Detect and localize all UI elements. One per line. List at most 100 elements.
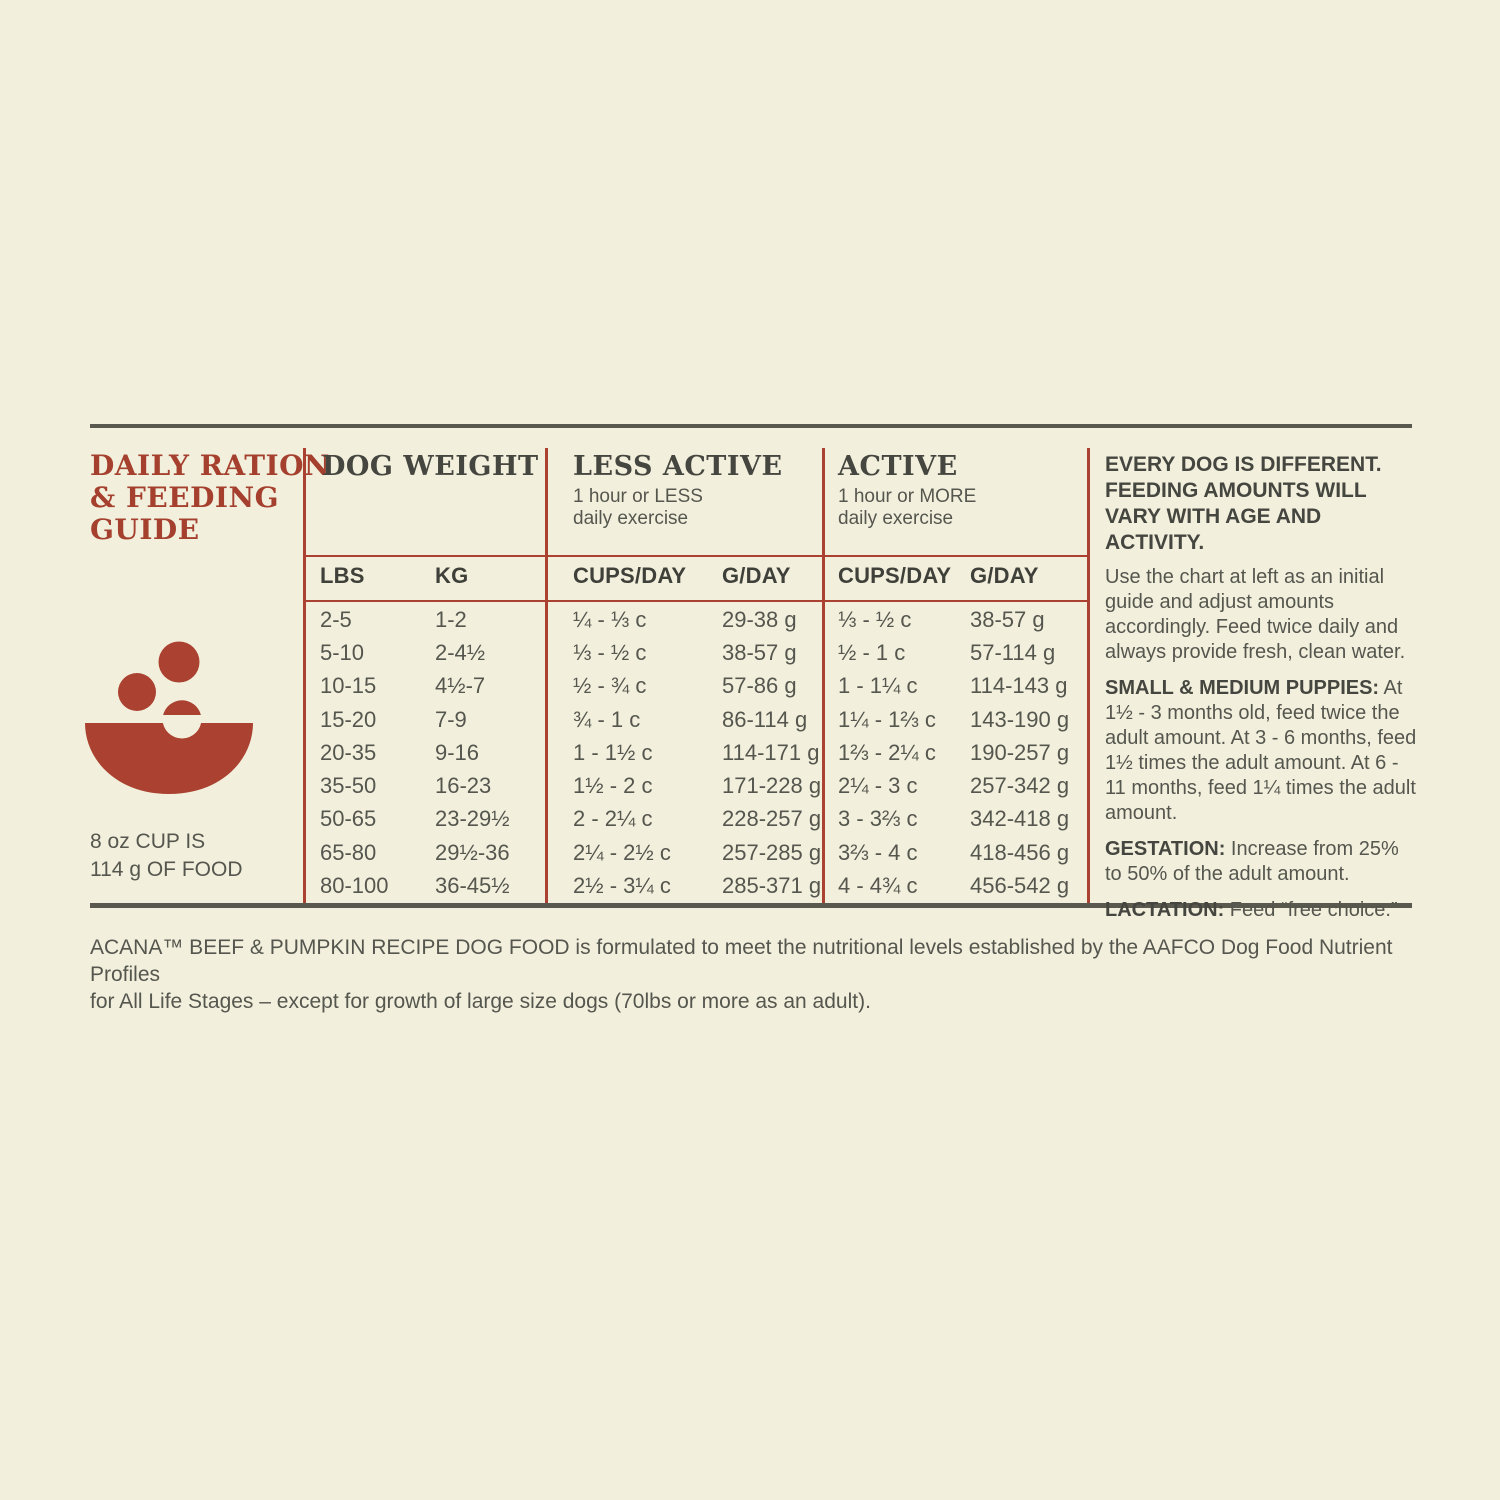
aafco-statement-line2: for All Life Stages – except for growth … [90,990,871,1013]
table-row: 20-35 9-16 1 - 1½ c 114-171 g 1⅔ - 2¼ c … [303,736,1090,769]
kg-value: 16-23 [435,773,492,799]
less-active-cups: 2½ - 3¼ c [573,873,671,899]
lactation-section: LACTATION: Feed “free choice.” [1105,898,1417,923]
top-divider-rule [90,424,1412,428]
column-header-less-cups: CUPS/DAY [573,563,687,588]
less-active-cups: 2¼ - 2½ c [573,839,671,865]
less-active-cups: 1½ - 2 c [573,773,653,799]
page-title-line1: DAILY RATION [90,449,331,482]
puppies-text: At 1½ - 3 months old, feed twice the adu… [1105,677,1417,824]
less-active-grams: 57-86 g [722,673,797,699]
active-label: ACTIVE [838,451,958,482]
bottom-divider-rule [90,903,1412,908]
column-header-kg: KG [435,563,469,588]
active-cups: 1 - 1¼ c [838,673,918,699]
less-active-cups: ¼ - ⅓ c [573,606,647,632]
feeding-table-body: 2-5 1-2 ¼ - ⅓ c 29-38 g ⅓ - ½ c 38-57 g … [303,603,1090,903]
lbs-value: 80-100 [320,873,389,899]
page-title-line2: & FEEDING [90,481,279,514]
active-grams: 190-257 g [970,739,1070,765]
active-grams: 456-542 g [970,873,1070,899]
table-row: 35-50 16-23 1½ - 2 c 171-228 g 2¼ - 3 c … [303,769,1090,802]
less-active-grams: 171-228 g [722,773,822,799]
less-active-cups: ¾ - 1 c [573,706,641,732]
lbs-value: 50-65 [320,806,377,832]
puppies-section: SMALL & MEDIUM PUPPIES: At 1½ - 3 months… [1105,676,1417,826]
cup-note-line1: 8 oz CUP IS [90,830,206,853]
table-row: 10-15 4½-7 ½ - ¾ c 57-86 g 1 - 1¼ c 114-… [303,670,1090,703]
lbs-value: 2-5 [320,606,352,632]
active-grams: 257-342 g [970,773,1070,799]
less-active-subtext: 1 hour or LESS daily exercise [573,486,703,529]
table-row: 50-65 23-29½ 2 - 2¼ c 228-257 g 3 - 3⅔ c… [303,803,1090,836]
less-active-grams: 86-114 g [722,706,808,732]
active-cups: ½ - 1 c [838,639,906,665]
lbs-value: 10-15 [320,673,377,699]
active-grams: 38-57 g [970,606,1045,632]
cup-measure-note: 8 oz CUP IS 114 g OF FOOD [90,828,243,884]
kg-value: 29½-36 [435,839,510,865]
table-row: 80-100 36-45½ 2½ - 3¼ c 285-371 g 4 - 4¾… [303,869,1090,902]
page-title: DAILY RATION & FEEDING GUIDE [90,450,330,546]
cup-note-line2: 114 g OF FOOD [90,858,243,881]
kg-value: 36-45½ [435,873,510,899]
gestation-section: GESTATION: Increase from 25% to 50% of t… [1105,837,1417,887]
kg-value: 7-9 [435,706,467,732]
active-grams: 57-114 g [970,639,1056,665]
gestation-text: Increase from 25% to 50% of the adult am… [1105,838,1399,885]
lbs-value: 5-10 [320,639,365,665]
kibble-bowl-icon [85,641,253,794]
less-active-grams: 29-38 g [722,606,797,632]
lactation-text: Feed “free choice.” [1224,899,1398,921]
table-vertical-line-4 [1087,448,1090,903]
less-active-cups: ⅓ - ½ c [573,639,647,665]
kg-value: 1-2 [435,606,467,632]
table-row: 5-10 2-4½ ⅓ - ½ c 38-57 g ½ - 1 c 57-114… [303,636,1090,669]
table-vertical-line-3 [822,448,825,903]
table-vertical-line-2 [545,448,548,903]
gestation-label: GESTATION: [1105,838,1226,860]
less-active-grams: 228-257 g [722,806,822,832]
table-row: 2-5 1-2 ¼ - ⅓ c 29-38 g ⅓ - ½ c 38-57 g [303,603,1090,636]
column-group-active: ACTIVE 1 hour or MORE daily exercise [838,452,976,530]
kg-value: 9-16 [435,739,480,765]
active-cups: 1¼ - 1⅔ c [838,706,936,732]
aafco-statement-line1: ACANA™ BEEF & PUMPKIN RECIPE DOG FOOD is… [90,936,1393,986]
less-active-grams: 285-371 g [722,873,822,899]
kg-value: 2-4½ [435,639,486,665]
table-row: 15-20 7-9 ¾ - 1 c 86-114 g 1¼ - 1⅔ c 143… [303,703,1090,736]
dog-weight-label: DOG WEIGHT [322,451,539,482]
column-header-less-grams: G/DAY [722,563,791,588]
lbs-value: 15-20 [320,706,377,732]
lbs-value: 20-35 [320,739,377,765]
active-subtext: 1 hour or MORE daily exercise [838,486,977,529]
column-header-active-grams: G/DAY [970,563,1039,588]
less-active-cups: ½ - ¾ c [573,673,647,699]
lbs-value: 65-80 [320,839,377,865]
active-cups: 1⅔ - 2¼ c [838,739,936,765]
active-grams: 342-418 g [970,806,1070,832]
active-cups: ⅓ - ½ c [838,606,912,632]
less-active-label: LESS ACTIVE [573,451,783,482]
less-active-grams: 257-285 g [722,839,822,865]
active-cups: 3 - 3⅔ c [838,806,918,832]
active-cups: 3⅔ - 4 c [838,839,918,865]
info-panel: EVERY DOG IS DIFFERENT. FEEDING AMOUNTS … [1105,452,1417,934]
column-header-active-cups: CUPS/DAY [838,563,952,588]
puppies-label: SMALL & MEDIUM PUPPIES: [1105,677,1380,699]
page-title-line3: GUIDE [90,513,200,546]
active-grams: 418-456 g [970,839,1070,865]
table-header-line [303,555,1090,557]
lactation-label: LACTATION: [1105,899,1225,921]
column-header-lbs: LBS [320,563,365,588]
active-grams: 143-190 g [970,706,1070,732]
info-intro: Use the chart at left as an initial guid… [1105,566,1406,663]
column-group-dog-weight: DOG WEIGHT [322,452,539,482]
less-active-cups: 1 - 1½ c [573,739,653,765]
info-heading: EVERY DOG IS DIFFERENT. FEEDING AMOUNTS … [1105,453,1382,554]
kg-value: 4½-7 [435,673,486,699]
active-grams: 114-143 g [970,673,1068,699]
aafco-statement: ACANA™ BEEF & PUMPKIN RECIPE DOG FOOD is… [90,934,1420,1015]
table-vertical-line-1 [303,448,306,903]
